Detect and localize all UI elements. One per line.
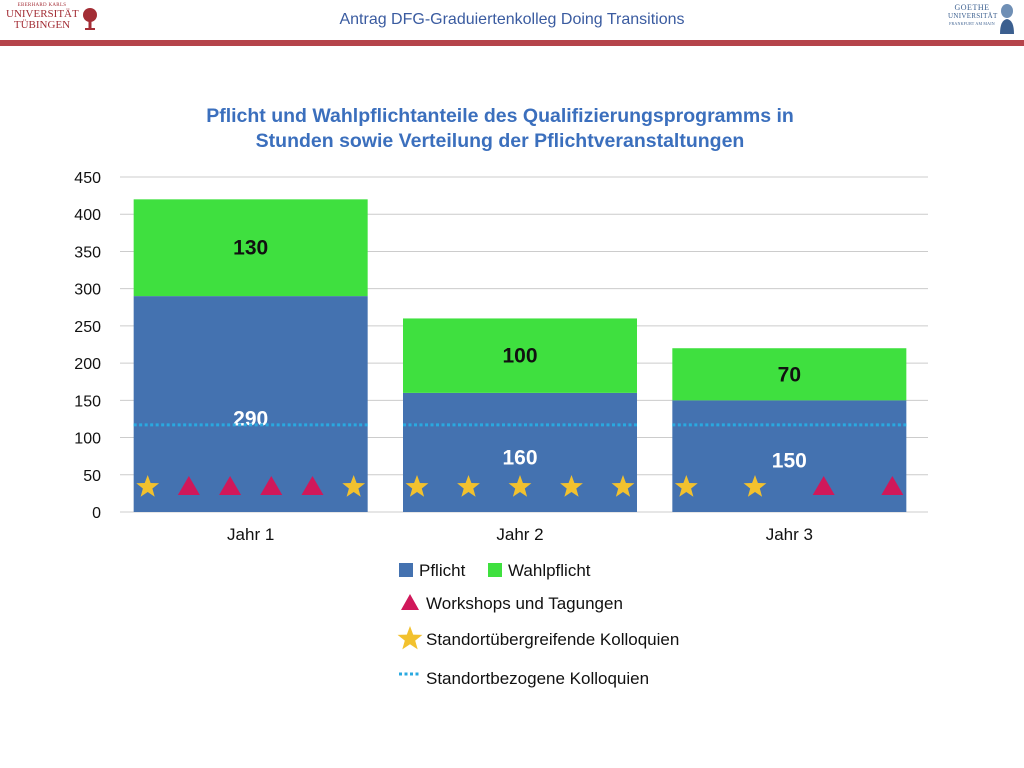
star-marker xyxy=(560,475,583,497)
triangle-marker xyxy=(812,476,835,495)
triangle-marker xyxy=(301,476,324,495)
triangle-marker xyxy=(219,476,242,495)
bar-wahlpflicht-2 xyxy=(403,318,637,393)
y-tick-label: 100 xyxy=(74,431,101,448)
y-tick-label: 450 xyxy=(74,170,101,187)
header-title: Antrag DFG-Graduiertenkolleg Doing Trans… xyxy=(339,11,685,28)
y-tick-label: 150 xyxy=(74,393,101,410)
y-tick-label: 0 xyxy=(92,505,101,522)
triangle-marker xyxy=(260,476,283,495)
data-label-pflicht: 160 xyxy=(502,446,537,469)
chart-title-line2: Stunden sowie Verteilung der Pflichtvera… xyxy=(255,130,745,152)
star-marker xyxy=(508,475,532,497)
x-category-label: Jahr 1 xyxy=(227,525,274,544)
header-divider xyxy=(0,40,1024,46)
star-marker xyxy=(457,475,480,497)
y-tick-label: 250 xyxy=(74,319,101,336)
slide-header: EBERHARD KARLS UNIVERSITÄT TÜBINGEN Antr… xyxy=(0,0,1024,40)
data-label-pflicht: 290 xyxy=(233,408,268,431)
y-tick-label: 50 xyxy=(83,468,101,485)
y-tick-label: 300 xyxy=(74,282,101,299)
bar-pflicht-2 xyxy=(403,392,637,512)
logo-left-line3: TÜBINGEN xyxy=(13,19,71,31)
x-category-label: Jahr 3 xyxy=(766,525,813,544)
y-tick-label: 400 xyxy=(74,207,101,224)
triangle-marker xyxy=(177,476,200,495)
logo-left-line1: EBERHARD KARLS xyxy=(17,3,67,8)
data-label-wahlpflicht: 70 xyxy=(778,363,801,386)
data-label-wahlpflicht: 130 xyxy=(233,237,268,260)
star-marker xyxy=(674,475,698,497)
chart-title-line1: Pflicht und Wahlpflichtanteile des Quali… xyxy=(206,105,794,127)
bar-pflicht-3 xyxy=(672,400,907,512)
data-label-wahlpflicht: 100 xyxy=(502,345,537,368)
star-marker xyxy=(611,475,635,497)
triangle-marker xyxy=(881,476,904,495)
logo-left-line2: UNIVERSITÄT xyxy=(6,8,79,20)
star-marker xyxy=(405,475,429,497)
star-marker xyxy=(342,475,366,497)
data-label-pflicht: 150 xyxy=(772,449,807,472)
bar-pflicht-1 xyxy=(133,296,368,512)
chart-title: Pflicht und Wahlpflichtanteile des Quali… xyxy=(110,104,890,154)
bar-wahlpflicht-1 xyxy=(133,199,368,297)
logo-right-line2: UNIVERSITÄT xyxy=(948,12,998,20)
logo-right-line1: GOETHE xyxy=(954,3,990,12)
goethe-portrait-icon xyxy=(1000,4,1014,34)
star-marker xyxy=(743,475,767,497)
goethe-logo: GOETHE UNIVERSITÄT FRANKFURT AM MAIN xyxy=(948,2,1018,38)
tuebingen-logo: EBERHARD KARLS UNIVERSITÄT TÜBINGEN xyxy=(6,3,106,37)
tree-emblem-icon xyxy=(83,8,97,30)
x-category-label: Jahr 2 xyxy=(496,525,543,544)
y-tick-label: 200 xyxy=(74,356,101,373)
y-tick-label: 350 xyxy=(74,244,101,261)
logo-right-line3: FRANKFURT AM MAIN xyxy=(949,21,995,26)
star-marker xyxy=(136,475,160,497)
bar-wahlpflicht-3 xyxy=(672,348,907,401)
